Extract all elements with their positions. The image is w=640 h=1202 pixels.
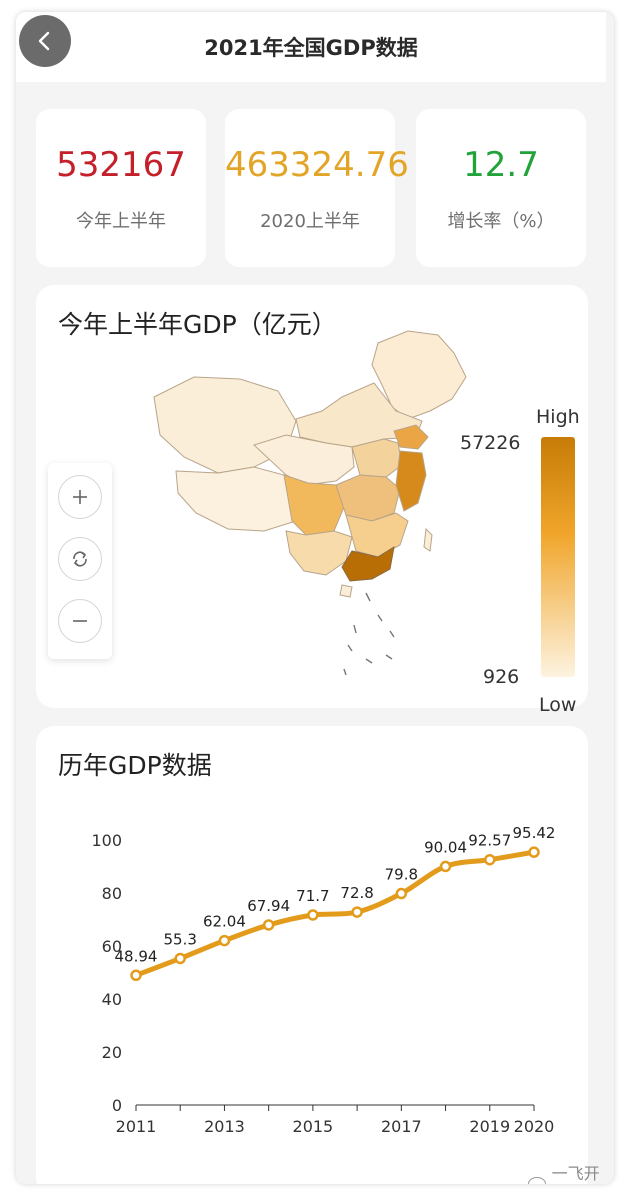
- refresh-icon: [73, 551, 87, 567]
- chat-bubble-icon: [528, 1177, 546, 1184]
- data-label: 67.94: [247, 897, 290, 915]
- data-label: 62.04: [203, 913, 246, 931]
- stat-value-previous: 463324.76: [225, 145, 409, 185]
- y-tick-label: 0: [112, 1096, 122, 1115]
- stat-value-growth: 12.7: [463, 145, 539, 185]
- data-point: [351, 906, 363, 918]
- data-point: [528, 846, 540, 858]
- reset-view-button[interactable]: [58, 537, 102, 581]
- map-region-jiangsu-zhejiang: [395, 450, 427, 512]
- trend-card-title: 历年GDP数据: [58, 751, 212, 780]
- plus-icon: [73, 490, 87, 504]
- data-label: 72.8: [340, 884, 373, 902]
- map-region-shandong: [393, 424, 429, 450]
- data-label: 48.94: [115, 947, 158, 965]
- y-tick-label: 20: [102, 1043, 122, 1062]
- map-region-yunnan-guizhou: [285, 530, 353, 576]
- map-region-northeast: [371, 330, 467, 420]
- stat-label-current: 今年上半年: [76, 211, 166, 232]
- stat-value-current: 532167: [56, 145, 186, 185]
- map-region-southeast: [345, 512, 409, 558]
- legend-min-value: 926: [483, 666, 520, 688]
- data-point: [395, 887, 408, 900]
- data-point: [307, 909, 319, 921]
- data-label: 55.3: [164, 930, 197, 948]
- map-region-hainan: [339, 584, 353, 598]
- stat-label-previous: 2020上半年: [260, 211, 360, 232]
- legend-low-label: Low: [539, 694, 577, 716]
- back-button[interactable]: [19, 15, 71, 67]
- map-region-tibet: [175, 466, 303, 532]
- map-region-sichuan: [283, 474, 345, 536]
- watermark: 一飞开源: [528, 1160, 614, 1184]
- data-point: [174, 952, 186, 965]
- data-label: 95.42: [513, 824, 556, 842]
- minus-icon: [73, 620, 87, 622]
- data-point: [130, 969, 142, 982]
- x-tick-label: 2020: [514, 1117, 555, 1136]
- map-region-central: [335, 474, 401, 522]
- map-zoom-controls: [48, 463, 112, 659]
- data-label: 71.7: [296, 887, 329, 905]
- data-label: 92.57: [468, 832, 511, 850]
- y-tick-label: 40: [102, 990, 122, 1009]
- legend-high-label: High: [536, 406, 580, 428]
- stat-label-growth: 增长率（%）: [447, 211, 555, 232]
- china-choropleth-map[interactable]: [146, 325, 486, 675]
- x-tick-label: 2011: [116, 1117, 157, 1136]
- gdp-line-chart: 0 20 40 60 80 100 2011 2013 2015 2017 2019 2020 48.9…: [91, 824, 556, 1136]
- page-title: 2021年全国GDP数据: [204, 36, 418, 60]
- app-screen: 2021年全国GDP数据 532167 今年上半年 463324.76 2020…: [16, 12, 614, 1184]
- data-point: [484, 853, 496, 866]
- x-tick-label: 2013: [204, 1117, 245, 1136]
- data-label: 90.04: [424, 838, 467, 856]
- stat-card-growth: 12.7 增长率（%）: [416, 109, 586, 267]
- trend-card: 历年GDP数据 0 20 40 60 80 100 2011 2013 2015 2017 2019…: [36, 726, 588, 1184]
- legend-color-bar[interactable]: [541, 437, 575, 677]
- y-tick-label: 100: [91, 831, 122, 850]
- map-region-north-china: [351, 438, 403, 478]
- map-card: 今年上半年GDP（亿元）: [36, 285, 588, 716]
- data-point: [262, 919, 275, 931]
- x-tick-label: 2015: [293, 1117, 334, 1136]
- y-tick-label: 80: [102, 884, 122, 903]
- map-region-guangdong: [341, 545, 395, 582]
- x-tick-label: 2017: [381, 1117, 422, 1136]
- south-china-sea-islands: [343, 592, 395, 675]
- gdp-series-line: [135, 849, 535, 978]
- data-point: [439, 860, 452, 873]
- data-label: 79.8: [385, 866, 418, 884]
- stat-card-current: 532167 今年上半年: [36, 109, 206, 267]
- y-tick-label: 60: [102, 937, 122, 956]
- x-tick-label: 2019: [469, 1117, 510, 1136]
- chevron-left-icon: [38, 31, 50, 51]
- stat-card-previous: 463324.76 2020上半年: [225, 109, 409, 267]
- data-point: [218, 934, 231, 947]
- map-card-title: 今年上半年GDP（亿元）: [58, 310, 337, 339]
- legend-max-value: 57226: [460, 432, 521, 454]
- zoom-in-button[interactable]: [58, 475, 102, 519]
- map-region-taiwan: [423, 527, 433, 552]
- watermark-text: 一飞开源: [551, 1164, 600, 1183]
- zoom-out-button[interactable]: [58, 599, 102, 643]
- header-bar: 2021年全国GDP数据: [16, 12, 606, 82]
